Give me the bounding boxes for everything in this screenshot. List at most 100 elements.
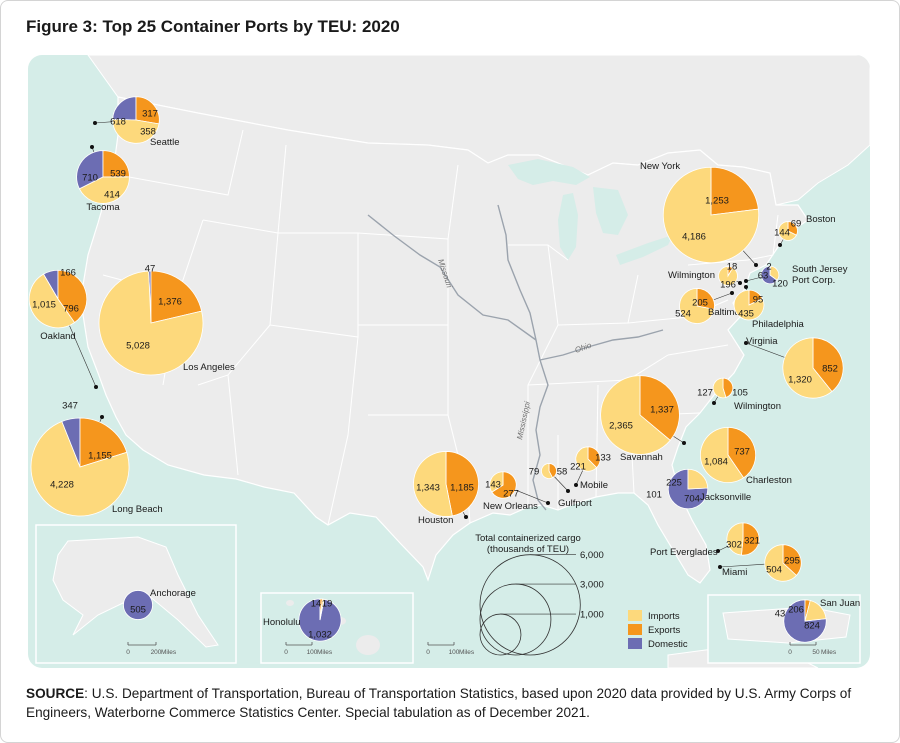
value-label-imports: 435 — [738, 309, 754, 320]
port-los-angeles: 5,028 1,376 47 Los Angeles — [98, 264, 235, 376]
port-location-dot — [464, 515, 468, 519]
scale-label: 50 — [812, 649, 820, 656]
port-jacksonville: 225 101 704 Jacksonville — [646, 468, 751, 510]
pie-slice-imports — [699, 426, 745, 484]
port-name: Tacoma — [86, 202, 120, 213]
pie-slice-domestic — [667, 468, 709, 510]
port-name: Los Angeles — [183, 362, 235, 373]
port-name: Seattle — [150, 137, 180, 148]
port-name: Virginia — [746, 336, 778, 347]
value-label-exports: 101 — [646, 490, 662, 501]
value-label-exports: 18 — [727, 262, 738, 273]
pie-slice-imports — [679, 288, 715, 324]
legend-label-imports: Imports — [648, 611, 680, 622]
value-label-exports: 358 — [140, 127, 156, 138]
port-name: Houston — [418, 515, 453, 526]
port-name: Jacksonville — [700, 492, 751, 503]
port-location-dot — [754, 263, 758, 267]
port-mobile: 221 133 Mobile — [570, 446, 611, 491]
source-label: SOURCE — [26, 686, 85, 701]
source-note: SOURCE: U.S. Department of Transportatio… — [26, 684, 876, 722]
value-label-exports: 2 — [766, 262, 771, 273]
value-label-imports: 1,343 — [416, 483, 440, 494]
pie-slice-imports — [112, 118, 160, 144]
scale-bar-conus: 0 100 Miles — [426, 642, 475, 656]
pie-slice-imports — [778, 221, 797, 241]
port-philadelphia: 435 95 Philadelphia — [733, 285, 804, 330]
scale-bars: 0 200 Miles 0 100 Miles 0 100 Miles 0 50 Miles — [126, 642, 837, 656]
value-label-domestic: 347 — [62, 401, 78, 412]
port-wilmington-2: 196 18 Wilmington — [668, 262, 742, 291]
port-name: Charleston — [746, 475, 792, 486]
port-name: Boston — [806, 214, 836, 225]
pie-slice-imports — [489, 471, 504, 493]
value-label-exports: 205 — [692, 298, 708, 309]
lake-michigan — [558, 193, 578, 260]
pie-slice-imports — [575, 446, 598, 472]
scale-label: 0 — [426, 649, 430, 656]
pie-slice-imports — [30, 420, 130, 517]
lake-erie — [616, 235, 673, 265]
value-label-imports: 79 — [529, 467, 540, 478]
port-long-beach: 4,228 1,155 347 Long Beach — [30, 401, 163, 517]
port-name: Miami — [722, 567, 747, 578]
value-label-exports: 58 — [557, 467, 568, 478]
legend-label-exports: Exports — [648, 625, 680, 636]
port-location-dot — [778, 243, 782, 247]
value-label-exports: 1,155 — [88, 451, 112, 462]
value-label-exports: 796 — [63, 304, 79, 315]
value-label-domestic: 166 — [60, 268, 76, 279]
legend-size-title: Total containerized cargo — [475, 533, 581, 544]
port-name: Port Corp. — [792, 275, 835, 286]
legend-swatch-domestic — [628, 638, 642, 649]
pie-slice-domestic — [123, 590, 153, 620]
scale-label: 0 — [284, 649, 288, 656]
port-name: Savannah — [620, 452, 663, 463]
port-name: Wilmington — [734, 401, 781, 412]
figure-title: Figure 3: Top 25 Container Ports by TEU:… — [26, 17, 400, 36]
port-name: Baltimore — [708, 307, 748, 318]
port-name: Philadelphia — [752, 319, 804, 330]
value-label-exports: 43 — [775, 609, 786, 620]
legend-size-circle — [479, 583, 552, 656]
pie-slice-exports — [150, 270, 203, 324]
scale-bar-puerto-rico: 0 50 Miles — [788, 642, 837, 656]
value-label-domestic: 317 — [142, 109, 158, 120]
port-name: Oakland — [40, 331, 75, 342]
state-borders — [102, 129, 779, 526]
pie-slice-exports — [491, 471, 517, 499]
value-label-imports: 225 — [666, 478, 682, 489]
value-label-imports: 4,228 — [50, 480, 74, 491]
port-name: Long Beach — [112, 504, 163, 515]
legend-size-value: 6,000 — [580, 550, 604, 561]
pie-slice-imports — [78, 176, 130, 204]
port-name: Gulfport — [558, 498, 592, 509]
value-label-exports: 1,253 — [705, 196, 729, 207]
pie-slice-imports — [541, 463, 554, 479]
pie-slice-exports — [722, 377, 734, 398]
port-location-dot — [566, 489, 570, 493]
pie-slice-exports — [79, 417, 128, 468]
port-location-dot — [716, 549, 720, 553]
pie-slice-exports — [135, 96, 160, 125]
value-label-domestic: 47 — [145, 264, 156, 275]
port-location-dot — [744, 341, 748, 345]
scale-label: 0 — [126, 649, 130, 656]
port-name: Port Everglades — [650, 547, 718, 558]
value-label-imports: 1,015 — [32, 300, 56, 311]
conus-land — [82, 96, 809, 584]
scale-bar-hawaii: 0 100 Miles — [284, 642, 333, 656]
pie-slice-imports — [804, 599, 827, 622]
port-name: Mobile — [580, 480, 608, 491]
pie-slice-domestic — [760, 265, 778, 285]
pie-slice-imports — [769, 265, 780, 281]
port-location-dot — [738, 281, 742, 285]
port-location-dot — [94, 385, 98, 389]
legend-size-value: 1,000 — [580, 610, 604, 621]
port-name: New York — [640, 161, 680, 172]
